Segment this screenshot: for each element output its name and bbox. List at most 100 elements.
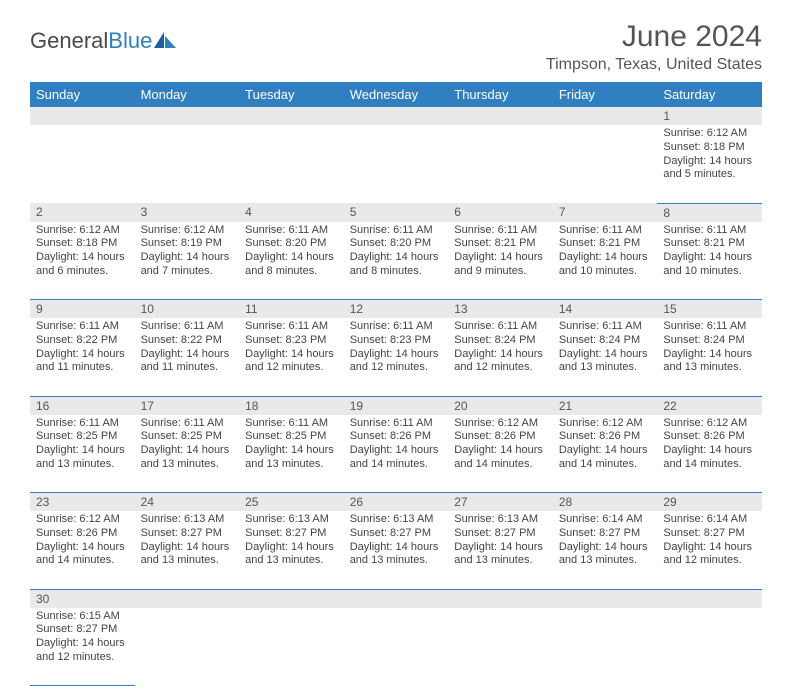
sunset-text: Sunset: 8:25 PM — [36, 430, 129, 444]
daylight-text: Daylight: 14 hours and 10 minutes. — [663, 251, 756, 279]
day-number: 8 — [657, 203, 762, 222]
sunrise-text: Sunrise: 6:12 AM — [36, 513, 129, 527]
daylight-text: Daylight: 14 hours and 14 minutes. — [454, 444, 547, 472]
day-cell — [239, 608, 344, 686]
day-detail: Sunrise: 6:11 AMSunset: 8:21 PMDaylight:… — [553, 222, 658, 283]
day-number — [448, 589, 553, 608]
sunrise-text: Sunrise: 6:11 AM — [559, 224, 652, 238]
sunset-text: Sunset: 8:25 PM — [141, 430, 234, 444]
daylight-text: Daylight: 14 hours and 7 minutes. — [141, 251, 234, 279]
content-row: Sunrise: 6:12 AMSunset: 8:18 PMDaylight:… — [30, 125, 762, 203]
day-cell: Sunrise: 6:11 AMSunset: 8:21 PMDaylight:… — [448, 222, 553, 300]
day-cell: Sunrise: 6:11 AMSunset: 8:24 PMDaylight:… — [657, 318, 762, 396]
sunrise-text: Sunrise: 6:12 AM — [36, 224, 129, 238]
day-cell: Sunrise: 6:12 AMSunset: 8:18 PMDaylight:… — [657, 125, 762, 203]
day-number: 18 — [239, 396, 344, 415]
content-row: Sunrise: 6:12 AMSunset: 8:18 PMDaylight:… — [30, 222, 762, 300]
day-cell — [553, 608, 658, 686]
brand-text-1: General — [30, 28, 108, 54]
day-detail: Sunrise: 6:11 AMSunset: 8:22 PMDaylight:… — [30, 318, 135, 379]
day-detail: Sunrise: 6:12 AMSunset: 8:26 PMDaylight:… — [448, 415, 553, 476]
sunset-text: Sunset: 8:26 PM — [454, 430, 547, 444]
day-detail: Sunrise: 6:11 AMSunset: 8:24 PMDaylight:… — [657, 318, 762, 379]
sunrise-text: Sunrise: 6:12 AM — [663, 127, 756, 141]
sunset-text: Sunset: 8:22 PM — [36, 334, 129, 348]
daylight-text: Daylight: 14 hours and 13 minutes. — [663, 348, 756, 376]
day-number — [239, 589, 344, 608]
day-number: 27 — [448, 493, 553, 512]
day-detail: Sunrise: 6:12 AMSunset: 8:19 PMDaylight:… — [135, 222, 240, 283]
sunset-text: Sunset: 8:27 PM — [350, 527, 443, 541]
daylight-text: Daylight: 14 hours and 13 minutes. — [245, 541, 338, 569]
daylight-text: Daylight: 14 hours and 8 minutes. — [350, 251, 443, 279]
sunset-text: Sunset: 8:22 PM — [141, 334, 234, 348]
sunrise-text: Sunrise: 6:12 AM — [663, 417, 756, 431]
daynum-row: 16171819202122 — [30, 396, 762, 415]
sunrise-text: Sunrise: 6:12 AM — [454, 417, 547, 431]
day-number: 30 — [30, 589, 135, 608]
sunset-text: Sunset: 8:25 PM — [245, 430, 338, 444]
daynum-row: 1 — [30, 107, 762, 125]
day-number: 3 — [135, 203, 240, 222]
day-detail: Sunrise: 6:15 AMSunset: 8:27 PMDaylight:… — [30, 608, 135, 669]
day-cell: Sunrise: 6:14 AMSunset: 8:27 PMDaylight:… — [657, 511, 762, 589]
daylight-text: Daylight: 14 hours and 13 minutes. — [36, 444, 129, 472]
daylight-text: Daylight: 14 hours and 14 minutes. — [663, 444, 756, 472]
day-cell: Sunrise: 6:12 AMSunset: 8:18 PMDaylight:… — [30, 222, 135, 300]
day-number: 12 — [344, 300, 449, 319]
day-cell: Sunrise: 6:11 AMSunset: 8:20 PMDaylight:… — [344, 222, 449, 300]
location: Timpson, Texas, United States — [546, 56, 762, 74]
day-cell — [135, 608, 240, 686]
day-number — [553, 589, 658, 608]
day-number: 6 — [448, 203, 553, 222]
day-cell: Sunrise: 6:11 AMSunset: 8:22 PMDaylight:… — [30, 318, 135, 396]
day-cell: Sunrise: 6:11 AMSunset: 8:21 PMDaylight:… — [553, 222, 658, 300]
sunrise-text: Sunrise: 6:11 AM — [245, 417, 338, 431]
day-detail: Sunrise: 6:11 AMSunset: 8:25 PMDaylight:… — [135, 415, 240, 476]
day-number: 17 — [135, 396, 240, 415]
day-header: Saturday — [657, 82, 762, 107]
day-detail: Sunrise: 6:11 AMSunset: 8:24 PMDaylight:… — [553, 318, 658, 379]
sunrise-text: Sunrise: 6:11 AM — [350, 417, 443, 431]
day-cell — [344, 125, 449, 203]
day-number: 4 — [239, 203, 344, 222]
day-cell — [344, 608, 449, 686]
daynum-row: 30 — [30, 589, 762, 608]
day-number: 29 — [657, 493, 762, 512]
day-detail: Sunrise: 6:13 AMSunset: 8:27 PMDaylight:… — [135, 511, 240, 572]
daylight-text: Daylight: 14 hours and 6 minutes. — [36, 251, 129, 279]
daylight-text: Daylight: 14 hours and 9 minutes. — [454, 251, 547, 279]
sunrise-text: Sunrise: 6:13 AM — [350, 513, 443, 527]
day-detail: Sunrise: 6:12 AMSunset: 8:18 PMDaylight:… — [657, 125, 762, 186]
day-cell: Sunrise: 6:11 AMSunset: 8:22 PMDaylight:… — [135, 318, 240, 396]
day-number: 13 — [448, 300, 553, 319]
day-header: Friday — [553, 82, 658, 107]
daylight-text: Daylight: 14 hours and 14 minutes. — [559, 444, 652, 472]
day-header: Thursday — [448, 82, 553, 107]
day-detail: Sunrise: 6:13 AMSunset: 8:27 PMDaylight:… — [448, 511, 553, 572]
daylight-text: Daylight: 14 hours and 13 minutes. — [454, 541, 547, 569]
day-detail: Sunrise: 6:12 AMSunset: 8:26 PMDaylight:… — [30, 511, 135, 572]
day-number — [135, 107, 240, 125]
day-header-row: SundayMondayTuesdayWednesdayThursdayFrid… — [30, 82, 762, 107]
day-number — [448, 107, 553, 125]
day-detail: Sunrise: 6:11 AMSunset: 8:26 PMDaylight:… — [344, 415, 449, 476]
daynum-row: 9101112131415 — [30, 300, 762, 319]
day-detail: Sunrise: 6:14 AMSunset: 8:27 PMDaylight:… — [657, 511, 762, 572]
sunset-text: Sunset: 8:26 PM — [350, 430, 443, 444]
day-detail: Sunrise: 6:11 AMSunset: 8:24 PMDaylight:… — [448, 318, 553, 379]
day-detail: Sunrise: 6:11 AMSunset: 8:25 PMDaylight:… — [30, 415, 135, 476]
day-detail: Sunrise: 6:11 AMSunset: 8:20 PMDaylight:… — [239, 222, 344, 283]
sunset-text: Sunset: 8:18 PM — [663, 141, 756, 155]
day-cell: Sunrise: 6:12 AMSunset: 8:19 PMDaylight:… — [135, 222, 240, 300]
header: GeneralBlue June 2024 Timpson, Texas, Un… — [30, 20, 762, 74]
daylight-text: Daylight: 14 hours and 13 minutes. — [245, 444, 338, 472]
sunrise-text: Sunrise: 6:11 AM — [454, 224, 547, 238]
daylight-text: Daylight: 14 hours and 12 minutes. — [245, 348, 338, 376]
sunset-text: Sunset: 8:27 PM — [559, 527, 652, 541]
daylight-text: Daylight: 14 hours and 12 minutes. — [454, 348, 547, 376]
day-number — [344, 107, 449, 125]
day-cell: Sunrise: 6:11 AMSunset: 8:21 PMDaylight:… — [657, 222, 762, 300]
day-number: 5 — [344, 203, 449, 222]
month-title: June 2024 — [546, 20, 762, 54]
